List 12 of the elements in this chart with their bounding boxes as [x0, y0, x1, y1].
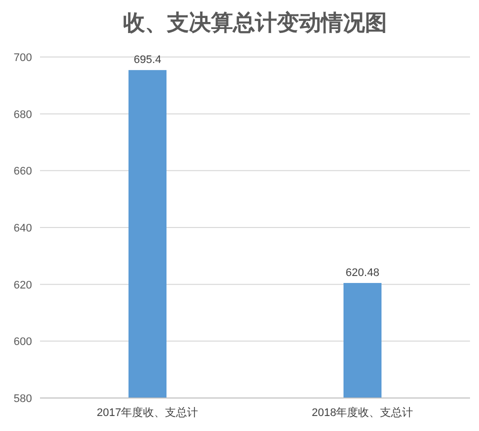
- y-tick-label: 600: [14, 336, 32, 348]
- chart-title: 收、支决算总计变动情况图: [123, 10, 387, 35]
- y-tick-label: 580: [14, 393, 32, 405]
- x-tick-label: 2017年度收、支总计: [96, 406, 198, 419]
- y-tick-label: 680: [14, 108, 32, 121]
- data-label: 620.48: [346, 266, 380, 279]
- y-tick-label: 620: [14, 279, 32, 292]
- y-tick-label: 700: [14, 52, 32, 64]
- data-label: 695.4: [134, 54, 162, 66]
- x-tick-label: 2018年度收、支总计: [312, 406, 414, 419]
- y-tick-label: 640: [14, 222, 32, 234]
- y-tick-label: 660: [14, 166, 32, 178]
